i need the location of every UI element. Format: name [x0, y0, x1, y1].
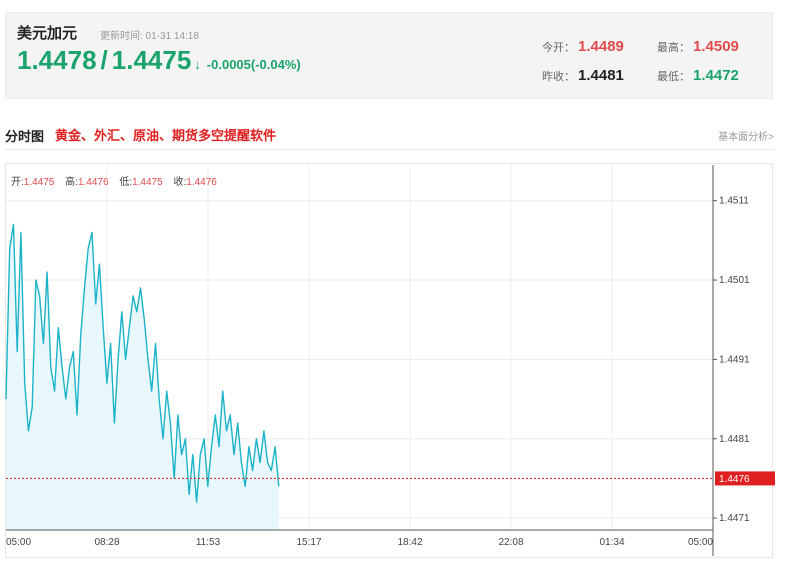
- section-divider: [5, 149, 773, 150]
- x-tick-label: 05:00: [6, 537, 31, 548]
- ohlc-open-value: 1.4475: [23, 177, 55, 188]
- y-tick-label: 1.4501: [719, 275, 750, 286]
- y-tick-label: 1.4511: [719, 196, 749, 207]
- current-price-label: 1.4476: [719, 474, 750, 485]
- stat-open-label: 今开：: [542, 42, 575, 54]
- stat-open-value: 1.4489: [578, 38, 624, 55]
- y-tick-label: 1.4491: [719, 354, 750, 365]
- section-title: 分时图: [5, 129, 45, 144]
- intraday-chart-frame: [5, 163, 773, 558]
- ohlc-readout: 开:1.4475 高:1.4476 低:1.4475 收:1.4476: [11, 173, 217, 188]
- x-tick-label: 05:00: [688, 537, 713, 548]
- ohlc-open-label: 开:: [11, 177, 24, 188]
- x-tick-label: 01:34: [599, 537, 624, 548]
- stat-high-label: 最高：: [657, 42, 690, 54]
- price-line: [5, 223, 280, 503]
- x-tick-label: 18:42: [397, 537, 422, 548]
- stat-prev-close-value: 1.4481: [578, 67, 624, 84]
- stat-low-value: 1.4472: [693, 67, 739, 84]
- price-change: -0.0005(-0.04%): [206, 57, 301, 72]
- down-arrow-icon: ↓: [194, 57, 201, 72]
- ohlc-close-label: 收:: [173, 177, 187, 188]
- x-tick-label: 08:28: [94, 537, 119, 548]
- ask-price: 1.4475: [111, 45, 192, 75]
- x-tick-label: 22:08: [498, 537, 523, 548]
- y-tick-label: 1.4481: [719, 434, 750, 445]
- ohlc-low-value: 1.4475: [132, 177, 163, 188]
- stat-high-value: 1.4509: [693, 38, 739, 55]
- stat-prev-close: 昨收： 1.4481: [542, 67, 624, 84]
- stat-low-label: 最低：: [657, 71, 690, 83]
- y-tick-label: 1.4471: [719, 513, 750, 524]
- price-area-fill: [6, 224, 279, 530]
- stat-prev-close-label: 昨收：: [542, 71, 575, 83]
- stat-high: 最高： 1.4509: [657, 38, 739, 55]
- x-tick-label: 15:17: [296, 537, 321, 548]
- x-tick-label: 11:53: [196, 537, 221, 548]
- price-row: 1.4478/1.4475 ↓ -0.0005(-0.04%): [17, 45, 301, 76]
- bid-price: 1.4478: [17, 45, 97, 75]
- fundamental-analysis-link[interactable]: 基本面分析>: [718, 132, 774, 143]
- stat-low: 最低： 1.4472: [657, 67, 739, 84]
- pair-name: 美元加元: [17, 25, 78, 42]
- current-price-tag: [715, 471, 775, 486]
- update-time: 更新时间: 01-31 14:18: [100, 31, 199, 42]
- quote-panel: [5, 12, 773, 99]
- ohlc-close-value: 1.4476: [186, 177, 217, 188]
- ohlc-low-label: 低:: [119, 177, 133, 188]
- alert-software-link[interactable]: 黄金、外汇、原油、期货多空提醒软件: [55, 128, 277, 143]
- ohlc-high-label: 高:: [65, 177, 78, 188]
- ohlc-high-value: 1.4476: [77, 177, 109, 188]
- price-separator: /: [100, 45, 108, 75]
- stat-open: 今开： 1.4489: [542, 38, 624, 55]
